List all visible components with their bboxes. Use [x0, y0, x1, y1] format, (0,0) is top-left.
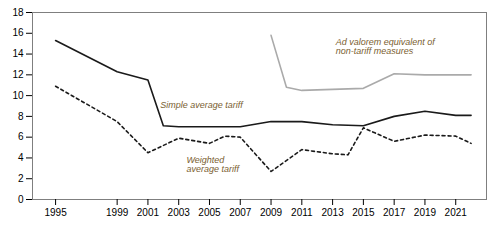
svg-text:2: 2 — [18, 173, 24, 184]
svg-text:2019: 2019 — [414, 207, 437, 218]
svg-text:2009: 2009 — [260, 207, 283, 218]
svg-text:2021: 2021 — [445, 207, 468, 218]
svg-text:2007: 2007 — [229, 207, 252, 218]
svg-text:8: 8 — [18, 111, 24, 122]
svg-text:12: 12 — [12, 69, 24, 80]
svg-text:2015: 2015 — [352, 207, 375, 218]
svg-text:2001: 2001 — [137, 207, 160, 218]
svg-text:18: 18 — [12, 7, 24, 18]
svg-text:2011: 2011 — [291, 207, 313, 218]
svg-text:Simple average tariff: Simple average tariff — [160, 100, 244, 110]
svg-text:4: 4 — [18, 152, 24, 163]
svg-text:1999: 1999 — [106, 207, 129, 218]
svg-text:6: 6 — [18, 131, 24, 142]
svg-text:1995: 1995 — [44, 207, 67, 218]
svg-text:Ad valorem equivalent ofnon-ta: Ad valorem equivalent ofnon-tariff measu… — [335, 37, 437, 56]
svg-text:14: 14 — [12, 48, 24, 59]
svg-text:Weightedaverage tariff: Weightedaverage tariff — [186, 155, 240, 174]
svg-text:16: 16 — [12, 27, 24, 38]
svg-text:2013: 2013 — [321, 207, 344, 218]
svg-text:2003: 2003 — [168, 207, 191, 218]
svg-text:0: 0 — [18, 194, 24, 205]
svg-text:2005: 2005 — [198, 207, 221, 218]
svg-text:2017: 2017 — [383, 207, 406, 218]
svg-text:10: 10 — [12, 90, 24, 101]
